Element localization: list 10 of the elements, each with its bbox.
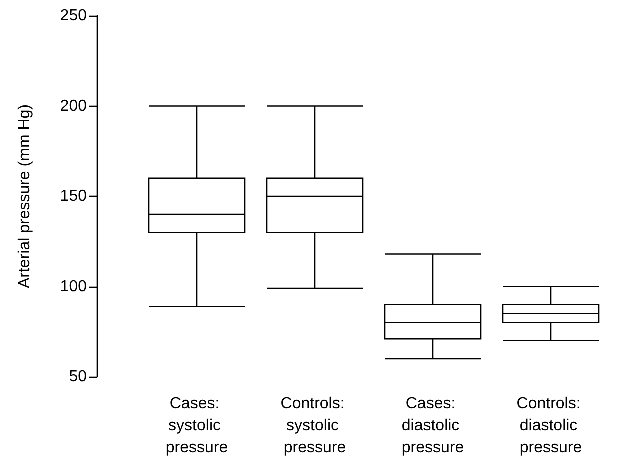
y-tick-label: 150 bbox=[60, 188, 88, 205]
y-tick-label: 250 bbox=[60, 8, 88, 24]
y-axis-title: Arterial pressure (mm Hg) bbox=[16, 104, 34, 289]
x-tick-label: Controls: diastolic pressure bbox=[516, 396, 586, 456]
y-tick-label: 100 bbox=[60, 278, 88, 296]
x-tick-label: Cases: diastolic pressure bbox=[402, 396, 464, 456]
x-tick-label: Controls: systolic pressure bbox=[280, 396, 350, 456]
x-tick-label: Cases: systolic pressure bbox=[166, 396, 228, 456]
y-tick-label: 50 bbox=[69, 368, 88, 386]
y-tick-label: 200 bbox=[60, 98, 88, 115]
